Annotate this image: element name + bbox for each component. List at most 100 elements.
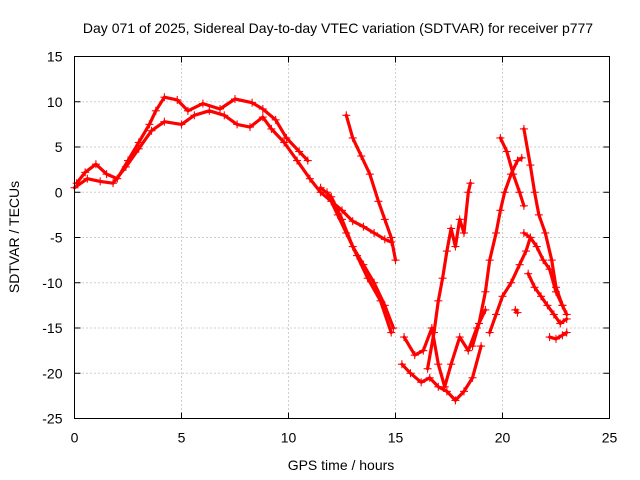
data-point [496,133,505,142]
data-point [102,170,111,179]
data-point [524,269,533,278]
series-trace [470,156,524,348]
data-point [539,256,548,265]
data-point [459,387,468,396]
data-point [534,210,543,219]
data-point [502,147,511,156]
data-point [515,188,524,197]
data-point [447,224,456,233]
data-point [363,274,372,283]
data-point [419,346,428,355]
series-arc-n [524,269,571,328]
data-point [515,260,524,269]
data-point [543,301,552,310]
y-tick-label: -5 [50,230,63,246]
series-trace [547,330,569,341]
data-point [83,174,92,183]
y-tick-label: 15 [47,49,63,65]
data-point [145,120,154,129]
data-point [558,331,567,340]
y-tick-label: -20 [42,365,62,381]
data-point [522,247,531,256]
data-point [517,153,526,162]
data-point [374,197,383,206]
data-point [160,117,169,126]
data-point [352,251,361,260]
data-point [513,156,522,165]
data-point [391,256,400,265]
y-tick-label: 5 [55,139,63,155]
data-point [282,133,291,142]
data-point [496,206,505,215]
data-point [134,144,143,153]
data-point [342,228,351,237]
data-point [370,228,379,237]
data-point [519,201,528,210]
data-point [507,278,516,287]
data-point [258,104,267,113]
data-point [220,111,229,120]
series-arc-e [342,111,400,265]
data-point [530,188,539,197]
data-point [423,364,432,373]
data-point [468,342,477,351]
data-point [333,210,342,219]
data-point [109,179,118,188]
y-tick-label: -25 [42,411,62,427]
data-point [425,373,434,382]
data-point [492,228,501,237]
data-point [348,217,357,226]
data-point [492,310,501,319]
data-point [442,247,451,256]
data-point [357,152,366,161]
data-point [562,314,571,323]
series-trace [400,344,483,402]
data-point [305,174,314,183]
data-point [477,342,486,351]
data-point [380,215,389,224]
data-point [447,360,456,369]
y-axis-title: SDTVAR / TECUs [6,181,22,293]
data-point [464,346,473,355]
data-point [545,265,554,274]
series-arc-p [511,305,522,317]
series-arc-m [519,228,567,310]
y-tick-label: -15 [42,320,62,336]
y-tick-label: 10 [47,94,63,110]
data-point [316,183,325,192]
data-point [376,296,385,305]
data-point [498,292,507,301]
data-point [387,233,396,242]
data-point [417,378,426,387]
x-tick-label: 20 [495,430,511,446]
data-point [160,93,169,102]
data-point [526,233,535,242]
axes: 0 5 10 15 20 25 -25 -20 -15 -10 -5 0 5 10 15 [42,49,617,446]
data-point [451,396,460,405]
data-point [303,156,312,165]
grid [74,56,610,419]
data-point [552,334,560,343]
data-point [558,301,567,310]
data-point [451,242,460,251]
data-point [434,360,443,369]
data-point [541,228,550,237]
series-trace [344,113,398,262]
data-point [530,283,539,292]
data-point [387,328,396,337]
data-point [474,319,483,328]
data-point [466,179,475,188]
data-point [342,111,351,120]
data-point [547,256,556,265]
data-point [151,106,160,115]
data-point [183,106,192,115]
data-point [280,138,289,147]
data-point [96,177,105,186]
data-point [556,319,565,328]
data-point [91,160,100,169]
data-point [81,168,90,177]
data-point [468,373,477,382]
data-point [400,333,409,342]
